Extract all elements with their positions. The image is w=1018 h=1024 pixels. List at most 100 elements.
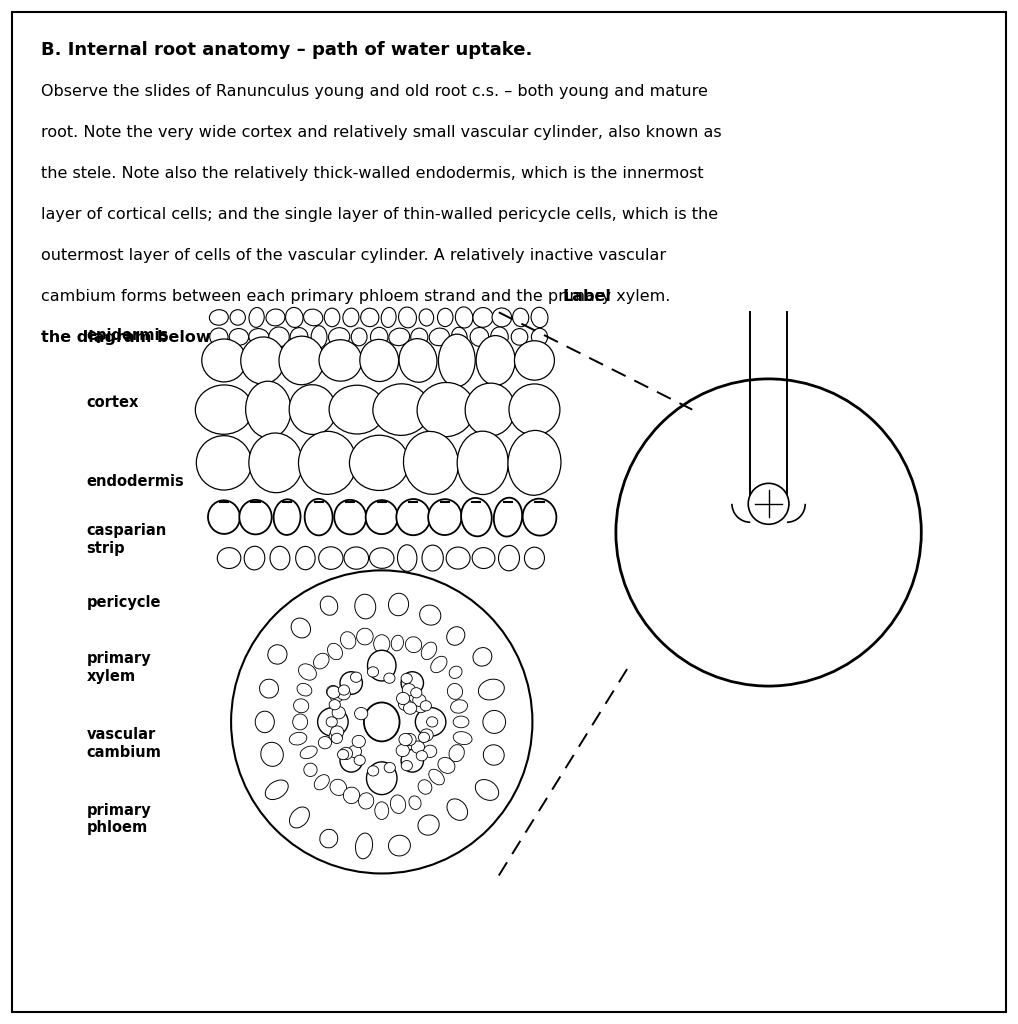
Ellipse shape — [494, 498, 522, 537]
Ellipse shape — [473, 307, 493, 328]
Ellipse shape — [418, 815, 439, 836]
Ellipse shape — [329, 730, 342, 742]
Ellipse shape — [492, 308, 512, 327]
Ellipse shape — [398, 698, 411, 711]
Ellipse shape — [274, 500, 300, 535]
Ellipse shape — [295, 547, 316, 569]
Text: the diagram below.: the diagram below. — [41, 330, 216, 345]
Ellipse shape — [384, 673, 395, 683]
Ellipse shape — [202, 339, 246, 382]
Ellipse shape — [325, 308, 340, 327]
Ellipse shape — [208, 501, 240, 534]
Ellipse shape — [266, 780, 288, 800]
Ellipse shape — [340, 750, 362, 772]
Ellipse shape — [196, 435, 251, 490]
Ellipse shape — [291, 618, 310, 638]
Ellipse shape — [365, 500, 398, 535]
Ellipse shape — [351, 328, 367, 346]
Ellipse shape — [401, 750, 423, 772]
Ellipse shape — [499, 546, 519, 570]
Ellipse shape — [289, 385, 336, 434]
Ellipse shape — [240, 337, 285, 384]
Ellipse shape — [396, 744, 409, 757]
Ellipse shape — [343, 308, 359, 327]
Ellipse shape — [326, 717, 337, 727]
Ellipse shape — [320, 829, 338, 848]
Ellipse shape — [367, 766, 379, 776]
Ellipse shape — [300, 746, 318, 759]
Ellipse shape — [269, 327, 289, 347]
Ellipse shape — [248, 329, 269, 345]
Ellipse shape — [312, 326, 327, 348]
Ellipse shape — [334, 500, 366, 535]
Ellipse shape — [268, 645, 287, 665]
Text: casparian
strip: casparian strip — [87, 523, 167, 556]
Ellipse shape — [524, 547, 545, 569]
Ellipse shape — [422, 545, 443, 571]
Ellipse shape — [321, 596, 338, 615]
Ellipse shape — [419, 605, 441, 625]
Ellipse shape — [244, 546, 265, 570]
Ellipse shape — [396, 692, 409, 705]
Ellipse shape — [514, 341, 555, 380]
Ellipse shape — [419, 309, 434, 326]
Text: root. Note the very wide cortex and relatively small vascular cylinder, also kno: root. Note the very wide cortex and rela… — [41, 125, 722, 140]
Ellipse shape — [349, 435, 409, 490]
Text: layer of cortical cells; and the single layer of thin-walled pericycle cells, wh: layer of cortical cells; and the single … — [41, 207, 718, 222]
Ellipse shape — [303, 763, 317, 776]
Ellipse shape — [427, 717, 438, 727]
Ellipse shape — [509, 384, 560, 435]
Ellipse shape — [354, 708, 367, 720]
Ellipse shape — [452, 328, 467, 346]
Ellipse shape — [364, 702, 399, 741]
Ellipse shape — [286, 307, 303, 328]
Ellipse shape — [261, 742, 283, 766]
Ellipse shape — [319, 340, 361, 381]
Text: vascular
cambium: vascular cambium — [87, 727, 162, 760]
Ellipse shape — [475, 779, 499, 801]
Ellipse shape — [319, 547, 343, 569]
Ellipse shape — [337, 687, 350, 699]
Ellipse shape — [340, 672, 362, 694]
Ellipse shape — [410, 688, 421, 698]
Ellipse shape — [298, 431, 356, 495]
Ellipse shape — [416, 751, 428, 761]
Circle shape — [231, 570, 532, 873]
Ellipse shape — [453, 716, 469, 728]
Text: cortex: cortex — [87, 395, 138, 410]
Ellipse shape — [329, 328, 350, 346]
Ellipse shape — [195, 385, 252, 434]
Ellipse shape — [418, 779, 432, 795]
Ellipse shape — [350, 672, 361, 682]
Ellipse shape — [484, 744, 504, 765]
Ellipse shape — [423, 745, 437, 758]
Ellipse shape — [370, 548, 394, 568]
Ellipse shape — [455, 307, 472, 328]
Ellipse shape — [371, 328, 388, 346]
Ellipse shape — [399, 733, 412, 745]
Ellipse shape — [356, 629, 374, 645]
Text: pericycle: pericycle — [87, 595, 161, 609]
Ellipse shape — [405, 637, 421, 652]
Ellipse shape — [303, 309, 323, 326]
Ellipse shape — [473, 647, 492, 667]
Ellipse shape — [522, 499, 557, 536]
Ellipse shape — [461, 498, 492, 537]
Ellipse shape — [513, 308, 528, 327]
Ellipse shape — [293, 698, 308, 713]
Ellipse shape — [438, 758, 455, 773]
Ellipse shape — [293, 714, 307, 730]
Ellipse shape — [438, 308, 453, 327]
Ellipse shape — [210, 328, 228, 346]
Ellipse shape — [403, 702, 416, 715]
Ellipse shape — [367, 650, 396, 681]
Ellipse shape — [402, 684, 415, 696]
Ellipse shape — [417, 383, 474, 436]
Ellipse shape — [421, 642, 437, 659]
Ellipse shape — [338, 685, 349, 695]
Ellipse shape — [412, 694, 426, 707]
Text: B. Internal root anatomy – path of water uptake.: B. Internal root anatomy – path of water… — [41, 41, 532, 59]
Ellipse shape — [391, 635, 403, 651]
Ellipse shape — [367, 667, 379, 677]
Ellipse shape — [327, 685, 340, 697]
